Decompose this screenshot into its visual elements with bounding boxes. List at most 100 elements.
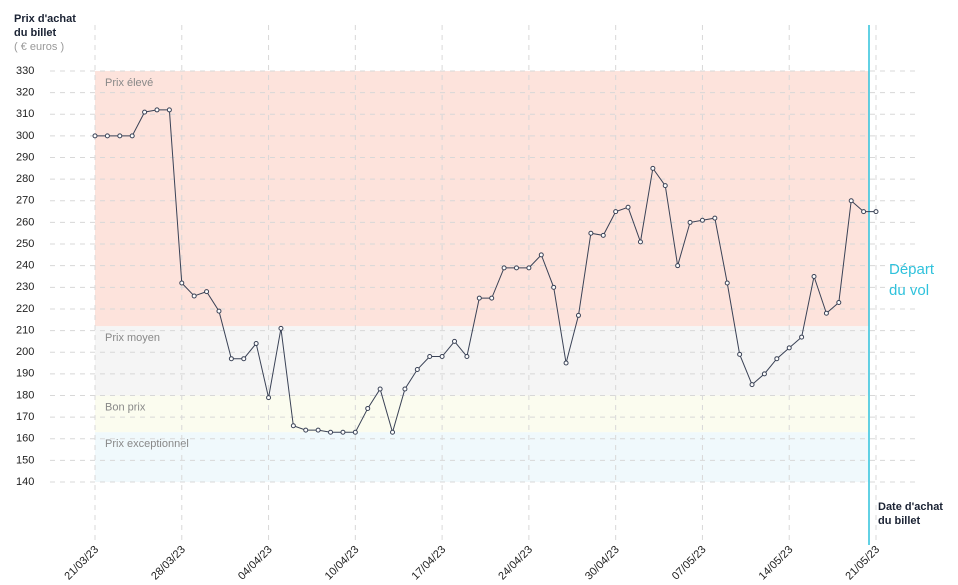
price-point <box>501 265 507 271</box>
departure-label: Départ <box>889 261 935 278</box>
price-point <box>563 360 569 366</box>
price-point <box>848 198 854 204</box>
price-point <box>228 356 234 362</box>
price-band <box>95 71 869 327</box>
price-point <box>786 345 792 351</box>
price-point <box>774 356 780 362</box>
band-label: Prix moyen <box>105 332 160 344</box>
band-label: Prix exceptionnel <box>105 438 189 450</box>
price-point <box>154 107 160 113</box>
x-tick-label: 07/05/23 <box>670 544 709 583</box>
price-point <box>290 423 296 429</box>
y-axis-unit: ( € euros ) <box>14 41 64 53</box>
price-point <box>662 183 668 189</box>
price-point <box>476 295 482 301</box>
x-axis-title: Date d'achat <box>878 501 943 513</box>
price-point <box>414 367 420 373</box>
price-point <box>166 107 172 113</box>
price-point <box>377 386 383 392</box>
price-point <box>836 299 842 305</box>
price-band <box>95 326 869 396</box>
y-tick-label: 230 <box>16 281 34 293</box>
price-point <box>117 133 123 139</box>
price-point <box>352 429 358 435</box>
y-tick-label: 190 <box>16 368 34 380</box>
y-tick-label: 320 <box>16 87 34 99</box>
price-point <box>675 263 681 269</box>
price-point <box>142 109 148 115</box>
price-point <box>266 395 272 401</box>
y-tick-label: 300 <box>16 130 34 142</box>
price-point <box>551 284 557 290</box>
x-tick-label: 28/03/23 <box>149 544 188 583</box>
x-tick-label: 14/05/23 <box>757 544 796 583</box>
price-point <box>452 338 458 344</box>
x-tick-label: 21/03/23 <box>62 544 101 583</box>
y-tick-label: 150 <box>16 454 34 466</box>
price-point <box>92 133 98 139</box>
price-point <box>315 427 321 433</box>
departure-label: du vol <box>889 282 929 299</box>
band-label: Bon prix <box>105 401 146 413</box>
x-tick-label: 10/04/23 <box>323 544 362 583</box>
y-tick-label: 200 <box>16 346 34 358</box>
price-point <box>129 133 135 139</box>
price-point <box>427 354 433 360</box>
y-tick-label: 160 <box>16 433 34 445</box>
price-point <box>365 405 371 411</box>
price-point <box>489 295 495 301</box>
price-point <box>761 371 767 377</box>
price-point <box>699 217 705 223</box>
y-tick-label: 270 <box>16 195 34 207</box>
price-point <box>204 289 210 295</box>
price-point <box>613 209 619 215</box>
price-point <box>538 252 544 258</box>
y-tick-label: 140 <box>16 476 34 488</box>
price-point <box>439 354 445 360</box>
price-point <box>823 310 829 316</box>
price-point <box>811 274 817 279</box>
y-axis-title: du billet <box>14 27 57 39</box>
price-point <box>799 334 805 340</box>
price-point <box>390 429 396 435</box>
price-point <box>861 209 867 215</box>
y-tick-label: 330 <box>16 65 34 77</box>
y-tick-label: 310 <box>16 108 34 120</box>
price-point <box>687 219 693 225</box>
price-point <box>637 239 643 245</box>
price-band <box>95 395 869 433</box>
price-point <box>104 133 110 139</box>
y-tick-label: 250 <box>16 238 34 250</box>
y-tick-label: 180 <box>16 389 34 401</box>
x-axis-title: du billet <box>878 515 921 527</box>
price-point <box>737 351 743 357</box>
price-point <box>873 209 879 215</box>
price-point <box>216 308 222 314</box>
price-point <box>179 280 185 286</box>
price-point <box>650 165 656 171</box>
price-point <box>588 230 594 236</box>
price-point <box>278 325 284 331</box>
y-axis-title: Prix d'achat <box>14 13 76 25</box>
price-point <box>241 356 247 362</box>
price-point <box>191 293 197 299</box>
price-point <box>625 204 631 210</box>
price-band <box>95 432 869 482</box>
price-point <box>575 312 581 318</box>
x-tick-label: 17/04/23 <box>410 544 449 583</box>
band-label: Prix élevé <box>105 77 153 89</box>
y-tick-label: 280 <box>16 173 34 185</box>
price-point <box>513 265 519 271</box>
x-tick-label: 04/04/23 <box>236 544 275 583</box>
price-point <box>340 429 346 435</box>
x-tick-label: 24/04/23 <box>496 544 535 583</box>
x-tick-label: 30/04/23 <box>583 544 622 583</box>
price-point <box>526 265 532 271</box>
y-tick-label: 260 <box>16 216 34 228</box>
price-point <box>402 386 408 392</box>
y-tick-label: 220 <box>16 303 34 315</box>
x-tick-label: 21/05/23 <box>843 544 882 583</box>
price-point <box>253 341 259 347</box>
